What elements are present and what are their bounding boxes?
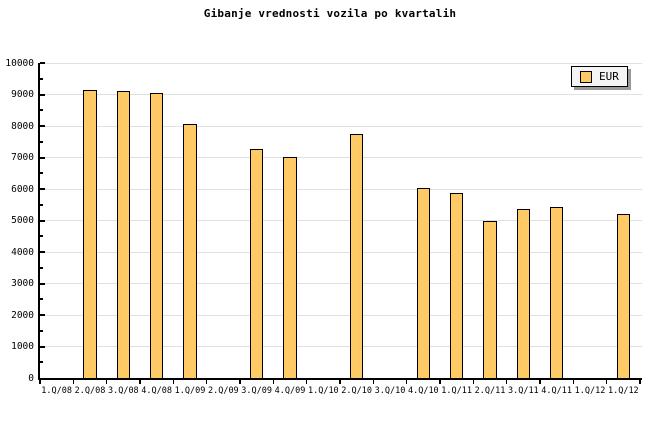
x-axis-label-8: 1.Q/10	[307, 386, 339, 396]
y-minor-tick	[40, 109, 43, 112]
x-axis-label-3: 4.Q/08	[141, 386, 173, 396]
y-minor-tick	[40, 77, 43, 80]
x-axis-tick	[439, 380, 441, 384]
gridline-9000	[40, 94, 642, 95]
x-axis-tick	[405, 380, 408, 384]
y-axis-label-7000: 7000	[11, 152, 34, 163]
x-axis-label-15: 4.Q/11	[541, 386, 573, 396]
bar-4.Q/10	[416, 188, 431, 378]
x-axis-tick	[105, 380, 108, 384]
gridline-4000	[40, 251, 642, 253]
bar-1.Q/09	[183, 124, 197, 378]
x-axis-label-6: 3.Q/09	[241, 386, 273, 396]
gridline-3000	[40, 283, 642, 284]
gridline-5000	[40, 220, 642, 221]
bar-3.Q/11	[516, 208, 531, 378]
x-axis-tick	[272, 380, 275, 384]
legend-swatch-icon	[580, 70, 592, 83]
x-axis-tick	[39, 380, 41, 384]
plot-area: 0 1000 2000 3000 4000 5000 6000 7000 8000 9000 100…	[5, 58, 642, 396]
y-minor-tick	[40, 172, 43, 175]
y-axis-label-1000: 1000	[11, 341, 34, 352]
gridline-2000	[40, 314, 642, 316]
x-axis-label-13: 2.Q/11	[474, 386, 506, 396]
y-minor-tick	[40, 361, 43, 364]
bar-3.Q/09	[249, 149, 264, 378]
x-axis-tick	[572, 380, 575, 384]
y-major-tick	[40, 219, 45, 222]
gridline-1000	[40, 346, 642, 347]
x-axis-label-1: 2.Q/08	[74, 386, 106, 396]
y-axis-label-9000: 9000	[11, 89, 34, 100]
legend-label: EUR	[599, 70, 619, 83]
x-axis-tick	[639, 380, 641, 384]
x-axis-label-5: 2.Q/09	[207, 386, 239, 396]
y-minor-tick	[40, 298, 43, 301]
y-axis-label-3000: 3000	[11, 278, 34, 289]
y-axis-label-8000: 8000	[11, 120, 34, 132]
y-major-tick	[40, 282, 45, 285]
x-axis-tick	[339, 380, 341, 384]
x-axis-label-14: 3.Q/11	[507, 386, 539, 396]
x-axis-tick	[505, 380, 508, 384]
bar-1.Q/11	[449, 192, 464, 378]
y-major-tick	[40, 345, 45, 348]
x-axis-label-12: 1.Q/11	[441, 386, 473, 396]
y-major-tick	[40, 156, 45, 159]
legend-box: EUR	[571, 66, 628, 87]
gridline-8000	[40, 125, 642, 127]
x-axis-label-11: 4.Q/10	[407, 386, 439, 396]
x-axis-tick	[372, 380, 375, 384]
x-axis-tick	[305, 380, 308, 384]
bar-2.Q/11	[483, 221, 497, 378]
y-minor-tick	[40, 329, 43, 332]
x-axis-tick	[239, 380, 241, 384]
x-axis-tick	[605, 380, 608, 384]
bar-1.Q/12	[616, 214, 631, 378]
x-axis-line	[38, 378, 642, 380]
x-axis-label-2: 3.Q/08	[107, 386, 139, 396]
x-axis-tick	[472, 380, 475, 384]
bar-2.Q/08	[83, 89, 97, 378]
x-axis-label-10: 3.Q/10	[374, 386, 406, 396]
y-major-tick	[40, 251, 45, 253]
y-major-tick	[40, 62, 45, 64]
y-major-tick	[40, 314, 45, 316]
chart-title: Gibanje vrednosti vozila po kvartalih	[203, 7, 457, 20]
y-axis-label-5000: 5000	[11, 215, 34, 226]
y-axis-label-6000: 6000	[11, 183, 34, 195]
y-axis-label-2000: 2000	[11, 309, 34, 321]
y-minor-tick	[40, 203, 43, 206]
x-axis-tick	[139, 380, 141, 384]
y-major-tick	[40, 188, 45, 190]
y-minor-tick	[40, 140, 43, 143]
x-axis-label-7: 4.Q/09	[274, 386, 306, 396]
bar-3.Q/08	[116, 91, 131, 378]
y-axis-label-4000: 4000	[11, 246, 34, 258]
bar-4.Q/09	[283, 156, 297, 378]
y-minor-tick	[40, 235, 43, 238]
y-major-tick	[40, 125, 45, 127]
bar-4.Q/11	[549, 206, 564, 378]
bar-2.Q/10	[349, 134, 364, 378]
y-minor-tick	[40, 266, 43, 269]
x-axis-label-0: 1.Q/08	[41, 386, 73, 396]
y-axis-line	[38, 63, 40, 380]
x-axis-label-17: 1.Q/12	[607, 386, 639, 396]
x-axis-tick	[72, 380, 75, 384]
x-axis-tick	[205, 380, 208, 384]
x-axis-label-9: 2.Q/10	[341, 386, 373, 396]
y-major-tick	[40, 93, 45, 96]
x-axis-tick	[539, 380, 541, 384]
y-axis-label-10000: 10000	[5, 57, 34, 69]
x-axis-label-16: 1.Q/12	[574, 386, 606, 396]
gridline-10000	[40, 62, 642, 64]
gridline-7000	[40, 157, 642, 158]
y-axis-label-0: 0	[28, 372, 34, 384]
gridline-6000	[40, 188, 642, 190]
bar-4.Q/08	[149, 93, 164, 378]
x-axis-tick	[172, 380, 175, 384]
x-axis-label-4: 1.Q/09	[174, 386, 206, 396]
